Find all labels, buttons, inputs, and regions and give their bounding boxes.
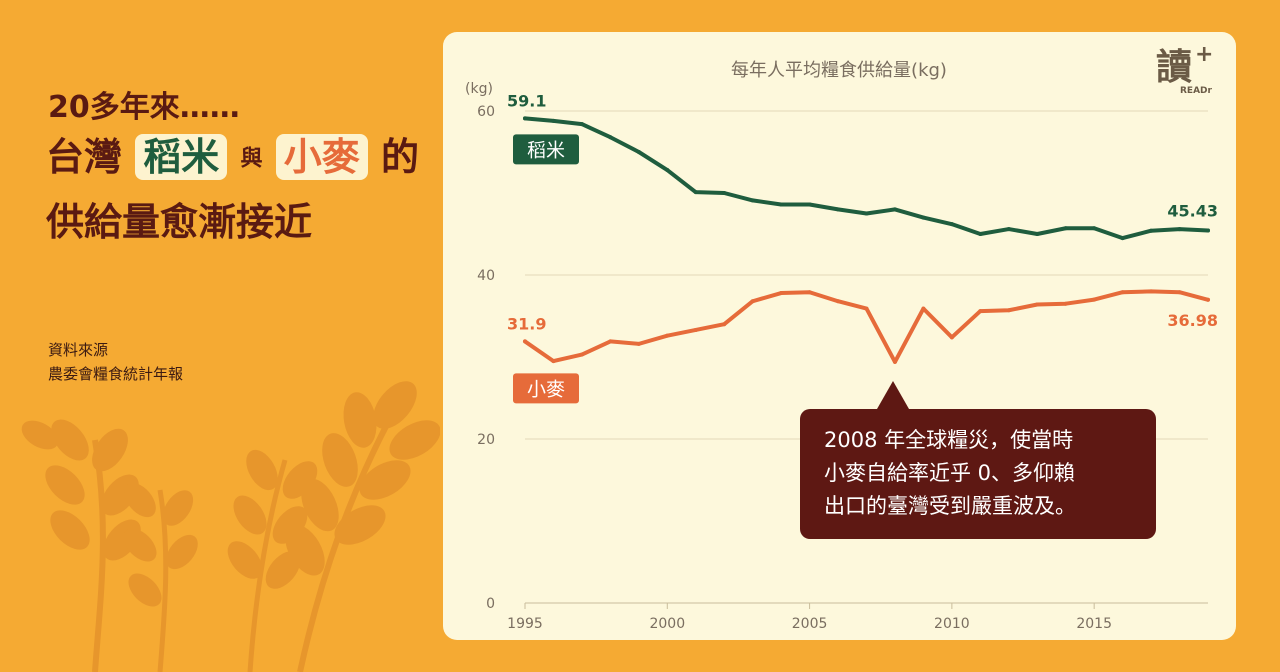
logo-plus: + — [1195, 42, 1214, 67]
data-point — [579, 122, 584, 127]
x-tick-label: 1995 — [507, 616, 543, 632]
data-point — [1120, 236, 1125, 241]
data-point — [750, 299, 755, 304]
data-point — [949, 335, 954, 340]
intro-subtitle: 20多年來…… — [48, 90, 240, 125]
data-point — [665, 333, 670, 338]
intro-headline: 台灣 稻米 與 小麥 的 供給量愈漸接近 — [46, 126, 419, 253]
data-point — [779, 291, 784, 296]
data-point — [1177, 227, 1182, 232]
data-point — [978, 232, 983, 236]
source-name: 農委會糧食統計年報 — [48, 365, 184, 383]
data-point — [551, 118, 556, 123]
y-tick-label: 60 — [477, 104, 495, 120]
data-point — [608, 135, 613, 140]
rice-highlight: 稻米 — [135, 134, 228, 180]
data-point — [693, 327, 698, 332]
data-point — [1206, 228, 1210, 233]
data-point — [722, 322, 727, 327]
y-tick-label: 0 — [486, 596, 495, 612]
data-point — [892, 207, 897, 212]
data-point — [864, 211, 869, 216]
y-axis-unit-label: (kg) — [465, 81, 493, 97]
chart-title: 每年人平均糧食供給量(kg) — [731, 60, 947, 81]
data-point — [636, 150, 641, 154]
data-point — [1149, 228, 1154, 233]
series-line-rice — [523, 116, 1210, 241]
start-value-label: 31.9 — [507, 314, 546, 333]
source-note: 資料來源 農委會糧食統計年報 — [48, 338, 183, 386]
readr-logo: 讀 + READr — [1154, 42, 1214, 98]
data-point — [665, 168, 670, 173]
x-tick-label: 2010 — [934, 616, 970, 632]
data-point — [1206, 297, 1210, 302]
chart-card: 每年人平均糧食供給量(kg) (kg) 0 20 40 60 1995 2000 2005 2… — [443, 32, 1236, 640]
intro-panel: 20多年來…… 台灣 稻米 與 小麥 的 供給量愈漸接近 資料來源 農委會糧食統… — [0, 0, 440, 672]
series-line-wheat — [523, 289, 1210, 364]
series-badge-bg — [513, 373, 579, 404]
data-point — [1006, 227, 1011, 232]
data-point — [523, 339, 527, 344]
data-point — [949, 222, 954, 227]
headline-part1: 台灣 — [46, 135, 123, 179]
source-label: 資料來源 — [48, 341, 109, 359]
data-point — [864, 306, 869, 311]
data-point — [1035, 232, 1040, 236]
y-tick-label: 20 — [477, 432, 495, 448]
data-point — [1177, 290, 1182, 295]
headline-line2: 供給量愈漸接近 — [46, 199, 313, 244]
data-point — [1063, 226, 1068, 231]
data-point — [1006, 308, 1011, 313]
x-tick-label: 2005 — [792, 616, 828, 632]
data-point — [836, 299, 841, 304]
callout-line-1: 2008 年全球糧災，使當時 — [824, 428, 1074, 452]
data-point — [921, 215, 926, 220]
x-tick-label: 2000 — [649, 616, 685, 632]
wheat-highlight: 小麥 — [275, 134, 368, 180]
data-point — [1035, 302, 1040, 307]
data-point — [1149, 289, 1154, 294]
headline-part2: 的 — [381, 135, 420, 179]
callout-pointer — [877, 381, 909, 409]
data-point — [1063, 301, 1068, 306]
data-point — [722, 191, 727, 195]
data-point — [1092, 297, 1097, 302]
data-point — [551, 359, 556, 364]
start-value-label: 59.1 — [507, 91, 546, 110]
end-value-label: 45.43 — [1167, 201, 1218, 220]
data-point — [807, 290, 812, 295]
data-point — [693, 190, 698, 195]
wheat-illustration — [21, 381, 440, 672]
headline-conjunction: 與 — [240, 146, 263, 172]
logo-main: 讀 — [1156, 47, 1193, 88]
series-badge-bg — [513, 134, 579, 165]
data-point — [750, 198, 755, 203]
series-name-badge: 小麥 — [513, 373, 579, 404]
logo-sub: READr — [1180, 86, 1212, 96]
data-point — [636, 341, 641, 346]
callout-line-2: 小麥自給率近乎 0、多仰賴 — [824, 461, 1076, 485]
data-point — [579, 352, 584, 357]
x-tick-label: 2015 — [1076, 616, 1112, 632]
series-name-badge: 稻米 — [513, 134, 579, 165]
data-point — [779, 202, 784, 207]
data-point — [807, 202, 812, 207]
data-point — [836, 207, 841, 212]
data-point — [608, 339, 613, 344]
data-point — [921, 306, 926, 311]
series-name-label: 稻米 — [527, 139, 565, 161]
line-chart: 每年人平均糧食供給量(kg) (kg) 0 20 40 60 1995 2000 2005 2… — [465, 60, 1218, 632]
series-name-label: 小麥 — [527, 378, 565, 400]
data-point — [523, 116, 527, 121]
data-point — [892, 359, 897, 364]
data-point — [1120, 290, 1125, 295]
data-point — [1092, 226, 1097, 231]
y-tick-label: 40 — [477, 268, 495, 284]
data-point — [978, 309, 983, 314]
callout-note: 2008 年全球糧災，使當時 小麥自給率近乎 0、多仰賴 出口的臺灣受到嚴重波及… — [800, 409, 1156, 539]
end-value-label: 36.98 — [1167, 311, 1218, 330]
callout-line-3: 出口的臺灣受到嚴重波及。 — [824, 494, 1076, 518]
